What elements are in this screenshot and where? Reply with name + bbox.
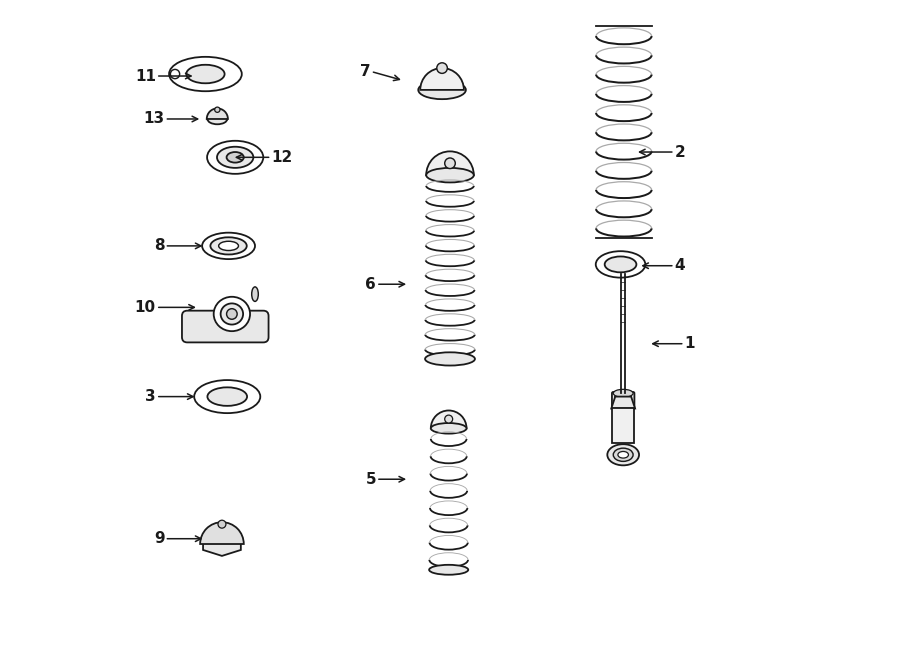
Wedge shape	[420, 68, 464, 90]
Text: 2: 2	[675, 145, 686, 159]
Ellipse shape	[202, 233, 255, 259]
Polygon shape	[611, 397, 635, 408]
Text: 3: 3	[145, 389, 156, 404]
FancyBboxPatch shape	[182, 311, 268, 342]
Ellipse shape	[186, 65, 225, 83]
Text: 4: 4	[675, 258, 686, 273]
Polygon shape	[612, 408, 634, 443]
Ellipse shape	[445, 415, 453, 423]
Ellipse shape	[215, 107, 220, 112]
Ellipse shape	[418, 81, 466, 99]
Ellipse shape	[207, 141, 264, 174]
Ellipse shape	[252, 287, 258, 301]
Wedge shape	[207, 108, 228, 119]
Text: 6: 6	[365, 277, 376, 292]
Ellipse shape	[436, 63, 447, 73]
Ellipse shape	[431, 423, 466, 434]
Polygon shape	[616, 397, 631, 408]
Text: 11: 11	[135, 69, 156, 83]
Ellipse shape	[194, 380, 260, 413]
Wedge shape	[431, 410, 466, 428]
Ellipse shape	[613, 404, 633, 412]
Ellipse shape	[425, 352, 475, 366]
Ellipse shape	[613, 389, 633, 397]
Ellipse shape	[213, 297, 250, 331]
Ellipse shape	[170, 69, 180, 79]
Ellipse shape	[613, 448, 633, 461]
Ellipse shape	[227, 309, 238, 319]
Ellipse shape	[605, 256, 636, 272]
Ellipse shape	[596, 251, 645, 278]
Ellipse shape	[445, 158, 455, 169]
Text: 8: 8	[154, 239, 165, 253]
Wedge shape	[427, 151, 473, 175]
Ellipse shape	[207, 114, 227, 124]
Ellipse shape	[427, 168, 473, 182]
Text: 7: 7	[360, 64, 371, 79]
Text: 13: 13	[143, 112, 165, 126]
Polygon shape	[203, 532, 241, 556]
Ellipse shape	[429, 564, 468, 574]
Ellipse shape	[217, 147, 254, 168]
Ellipse shape	[220, 303, 243, 325]
Ellipse shape	[618, 451, 628, 458]
Text: 5: 5	[365, 472, 376, 486]
Ellipse shape	[608, 444, 639, 465]
Ellipse shape	[218, 520, 226, 528]
Ellipse shape	[211, 237, 247, 254]
Ellipse shape	[169, 57, 242, 91]
Text: 10: 10	[135, 300, 156, 315]
Ellipse shape	[207, 387, 248, 406]
Ellipse shape	[219, 241, 238, 251]
Text: 12: 12	[272, 150, 292, 165]
Wedge shape	[200, 522, 244, 544]
FancyBboxPatch shape	[612, 392, 634, 409]
Text: 1: 1	[685, 336, 695, 351]
Ellipse shape	[227, 152, 244, 163]
Text: 9: 9	[154, 531, 165, 546]
